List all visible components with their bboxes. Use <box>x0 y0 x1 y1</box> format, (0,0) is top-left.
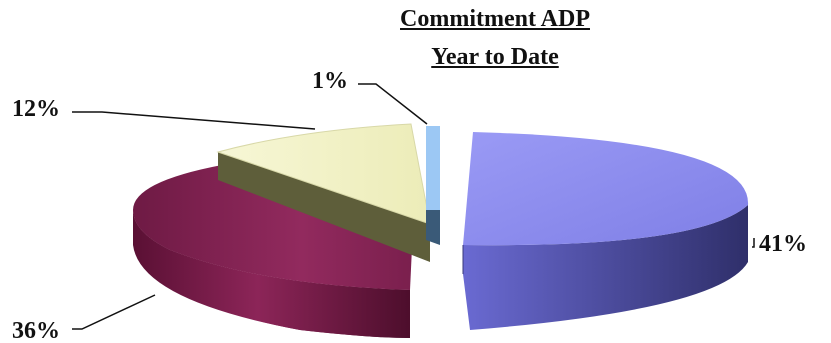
data-label-36: 36% <box>12 318 60 343</box>
chart-title-line-1: Commitment ADP <box>400 6 590 32</box>
pie-slice-41 <box>462 132 749 330</box>
leader-line-1 <box>358 83 428 125</box>
leader-line-36 <box>72 294 156 330</box>
leader-line-12 <box>72 111 316 130</box>
leader-lines <box>72 83 755 330</box>
data-label-1: 1% <box>312 68 348 94</box>
data-label-12: 12% <box>12 96 60 122</box>
data-label-41: 41% <box>759 231 807 257</box>
chart-title-line-2: Year to Date <box>431 44 559 70</box>
pie-slice-12 <box>216 123 431 262</box>
leader-line-41 <box>752 238 755 248</box>
pie-slice-1 <box>426 126 440 245</box>
